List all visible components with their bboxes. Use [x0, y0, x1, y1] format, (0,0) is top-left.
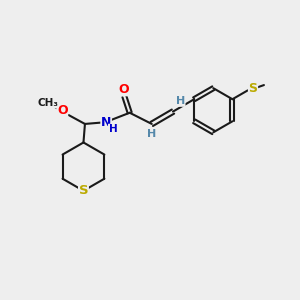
Text: H: H [109, 124, 117, 134]
Text: N: N [101, 116, 111, 129]
Text: S: S [248, 82, 257, 95]
Text: S: S [79, 184, 88, 197]
Text: H: H [147, 129, 156, 139]
Text: O: O [57, 104, 68, 117]
Text: H: H [176, 96, 185, 106]
Text: O: O [118, 83, 129, 96]
Text: CH₃: CH₃ [37, 98, 58, 108]
